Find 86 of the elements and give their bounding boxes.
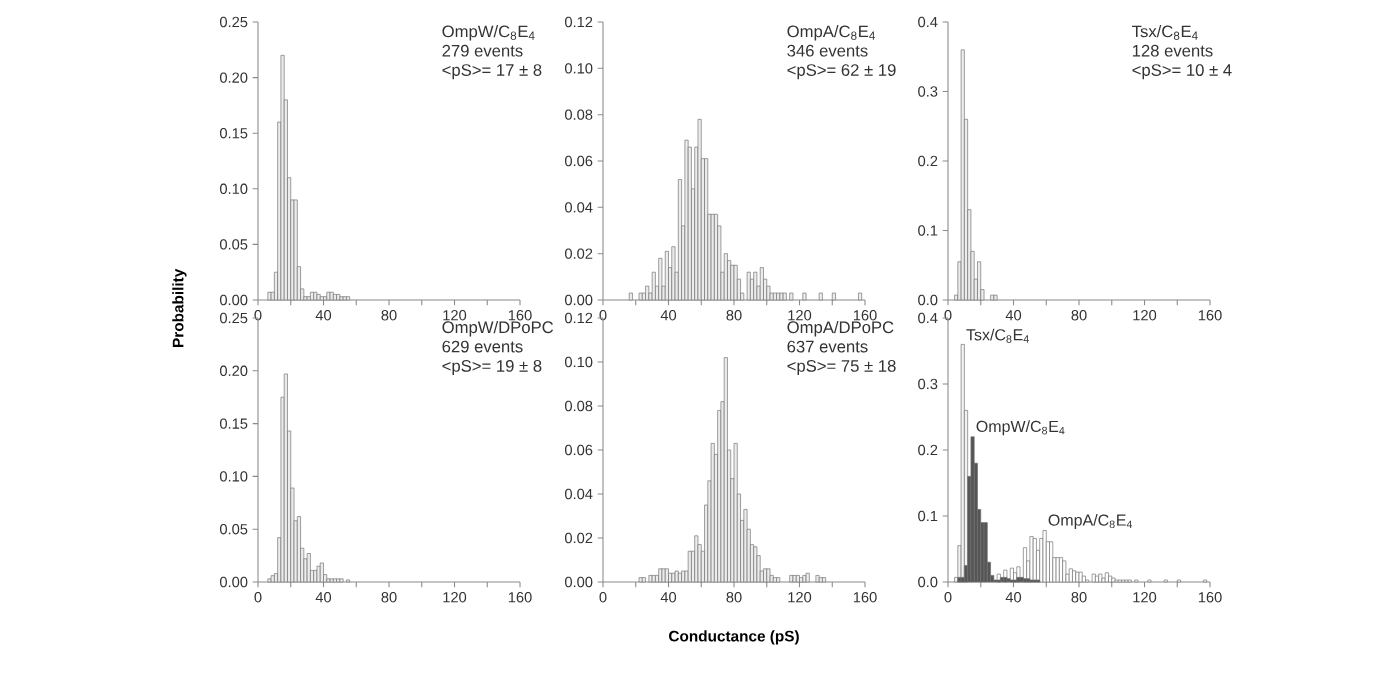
y-tick-label: 0.0: [918, 294, 938, 306]
y-tick-label: 0.05: [219, 524, 248, 535]
y-tick-label: 0.12: [564, 16, 593, 28]
y-tick-label: 0.3: [918, 86, 938, 97]
x-tick-label: 0: [944, 592, 952, 603]
y-tick-label: 0.06: [564, 155, 593, 167]
y-tick-label: 0.10: [564, 356, 593, 368]
annotation: 279 events: [442, 44, 523, 57]
x-tick-label: 160: [508, 592, 532, 603]
x-tick-label: 120: [1133, 310, 1157, 321]
annotation: 629 events: [442, 340, 523, 353]
y-tick-label: 0.25: [219, 16, 248, 28]
y-tick-label: 0.1: [918, 510, 938, 522]
y-tick-label: 0.00: [564, 294, 593, 306]
y-tick-label: 0.10: [219, 183, 248, 194]
x-tick-label: 40: [1005, 592, 1022, 603]
annotation: 346 events: [787, 44, 868, 57]
annotation: <pS>= 19 ± 8: [442, 360, 542, 376]
y-tick-label: 0.02: [564, 248, 593, 259]
y-tick-label: 0.10: [564, 63, 593, 74]
y-tick-label: 0.10: [219, 471, 248, 482]
y-tick-label: 0.1: [918, 225, 938, 236]
x-tick-label: 120: [788, 592, 812, 603]
y-tick-label: 0.4: [918, 16, 938, 28]
x-axis-title: Conductance (pS): [669, 630, 799, 645]
x-tick-label: 160: [508, 310, 532, 321]
y-tick-label: 0.08: [564, 109, 593, 120]
y-tick-label: 0.3: [918, 378, 938, 390]
y-tick-label: 0.00: [564, 576, 593, 588]
x-tick-label: 80: [381, 592, 397, 603]
annotation: OmpA/DPoPC: [787, 320, 894, 337]
y-tick-label: 0.2: [918, 155, 938, 167]
x-tick-label: 0: [599, 310, 607, 321]
x-tick-label: 120: [443, 592, 467, 603]
x-tick-label: 80: [1071, 592, 1087, 603]
x-tick-label: 120: [1133, 592, 1157, 603]
series-label: OmpA/C$_{8}$E$_{4}$: [1048, 514, 1133, 529]
annotation: <pS>= 17 ± 8: [442, 64, 542, 80]
series-label: Tsx/C$_{8}$E$_{4}$: [966, 328, 1029, 343]
y-tick-label: 0.06: [564, 444, 593, 456]
y-tick-label: 0.12: [564, 312, 593, 324]
series-label: OmpW/C$_{8}$E$_{4}$: [976, 420, 1065, 436]
annotation: Tsx/C$_{8}$E$_{4}$: [1132, 25, 1198, 40]
y-tick-label: 0.15: [219, 128, 248, 139]
y-tick-label: 0.0: [918, 576, 938, 588]
annotation: <pS>= 62 ± 19: [787, 64, 896, 80]
y-tick-label: 0.20: [219, 365, 248, 376]
x-tick-label: 0: [944, 310, 952, 321]
x-tick-label: 40: [315, 592, 332, 603]
y-tick-label: 0.00: [219, 294, 248, 306]
x-tick-label: 80: [381, 310, 397, 321]
annotation: OmpA/C$_{8}$E$_{4}$: [787, 25, 875, 41]
x-tick-label: 80: [726, 592, 742, 603]
y-tick-label: 0.00: [219, 576, 248, 588]
x-tick-label: 160: [1198, 310, 1222, 321]
x-tick-label: 40: [1005, 310, 1022, 321]
x-tick-label: 160: [853, 310, 877, 321]
x-tick-label: 40: [660, 310, 677, 321]
y-tick-label: 0.4: [918, 312, 938, 324]
y-tick-label: 0.15: [219, 418, 248, 429]
x-tick-label: 40: [660, 592, 677, 603]
x-tick-label: 160: [853, 592, 877, 603]
x-tick-label: 40: [315, 310, 332, 321]
y-tick-label: 0.2: [918, 444, 938, 456]
annotation: OmpW/DPoPC: [442, 320, 554, 337]
y-tick-label: 0.05: [219, 239, 248, 250]
annotation: OmpW/C$_{8}$E$_{4}$: [442, 25, 535, 41]
y-tick-label: 0.04: [564, 488, 593, 500]
y-tick-label: 0.25: [219, 312, 248, 324]
annotation: 637 events: [787, 340, 868, 353]
annotation: <pS>= 75 ± 18: [787, 360, 896, 376]
x-tick-label: 160: [1198, 592, 1222, 603]
annotation: 128 events: [1132, 44, 1213, 57]
y-tick-label: 0.20: [219, 72, 248, 83]
annotation: <pS>= 10 ± 4: [1132, 64, 1232, 80]
x-tick-label: 0: [254, 310, 262, 321]
y-tick-label: 0.02: [564, 532, 593, 544]
x-tick-label: 80: [726, 310, 742, 321]
x-tick-label: 0: [599, 592, 607, 603]
y-axis-title: Probability: [172, 268, 187, 347]
x-tick-label: 120: [443, 310, 467, 321]
y-tick-label: 0.08: [564, 400, 593, 412]
x-tick-label: 80: [1071, 310, 1087, 321]
x-tick-label: 0: [254, 592, 262, 603]
y-tick-label: 0.04: [564, 202, 593, 213]
x-tick-label: 120: [788, 310, 812, 321]
